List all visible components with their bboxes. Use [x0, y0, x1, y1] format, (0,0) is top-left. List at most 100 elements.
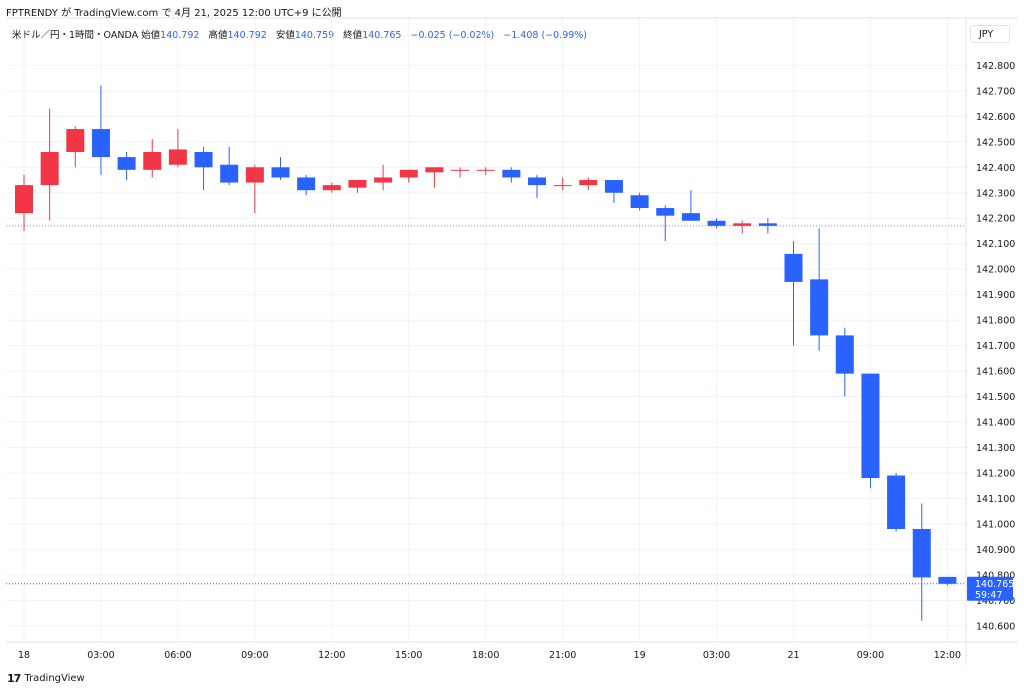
candle-body: [938, 576, 957, 584]
time-tick-label: 12:00: [318, 650, 345, 661]
last-price-box: [967, 576, 1013, 601]
price-tick-label: 141.300: [976, 443, 1015, 454]
price-tick-label: 142.100: [976, 239, 1015, 250]
price-tick-label: 141.800: [976, 316, 1015, 327]
candle-body: [91, 129, 110, 158]
time-tick-label: 15:00: [395, 650, 422, 661]
tradingview-logo-icon: 𝟭𝟳: [7, 672, 21, 685]
time-tick-label: 03:00: [87, 650, 114, 661]
candle-body: [476, 169, 495, 171]
change-value: −0.025 (−0.02%): [410, 30, 495, 41]
price-tick-label: 142.500: [976, 137, 1015, 148]
candle-body: [15, 185, 33, 214]
candle-body: [835, 335, 854, 374]
reference-lines: [6, 225, 966, 585]
candle-body: [271, 167, 290, 178]
price-tick-label: 141.500: [976, 392, 1015, 403]
time-tick-label: 18:00: [472, 650, 499, 661]
price-tick-label: 142.000: [976, 265, 1015, 276]
price-tick-label: 142.300: [976, 188, 1015, 199]
candle-body: [374, 177, 393, 183]
time-tick-label: 03:00: [703, 650, 730, 661]
price-tick-label: 141.600: [976, 367, 1015, 378]
price-tick-label: 140.900: [976, 545, 1015, 556]
ohlc-legend: 米ドル／円・1時間・OANDA 始値140.792 高値140.792 安値14…: [12, 27, 593, 41]
candle-body: [348, 180, 367, 188]
close-label: 終値: [343, 30, 363, 41]
candle-body: [66, 129, 85, 152]
high-value: 140.792: [227, 30, 267, 41]
candle-body: [528, 177, 546, 186]
time-tick-label: 09:00: [857, 650, 884, 661]
price-tick-label: 140.600: [976, 621, 1015, 632]
candle-body: [784, 253, 803, 282]
candle-body: [399, 169, 418, 178]
price-tick-label: 141.200: [976, 468, 1015, 479]
high-label: 高値: [208, 30, 228, 41]
candle-body: [861, 373, 880, 479]
symbol-label[interactable]: 米ドル／円・1時間・OANDA: [12, 30, 139, 41]
candle-body: [604, 180, 623, 193]
candles: [15, 85, 957, 621]
close-value: 140.765: [362, 30, 402, 41]
price-tick-label: 142.800: [976, 61, 1015, 72]
price-tick-label: 140.800: [976, 570, 1015, 581]
candle-body: [322, 185, 341, 191]
time-tick-label: 18: [18, 650, 30, 661]
time-tick-label: 09:00: [241, 650, 268, 661]
candle-body: [912, 529, 931, 578]
brand-footer: 𝟭𝟳 TradingView: [7, 672, 85, 685]
price-tick-label: 141.100: [976, 494, 1015, 505]
open-label: 始値: [141, 30, 161, 41]
time-axis: 18 03:00 06:00 09:00 12:00 15:00 18:00 21:00 19 0…: [6, 641, 1018, 661]
price-tick-label: 142.200: [976, 214, 1015, 225]
price-tick-label: 142.700: [976, 86, 1015, 97]
candle-body: [887, 475, 906, 530]
grid-lines: [6, 18, 966, 642]
candle-body: [707, 220, 726, 226]
candle-body: [117, 157, 136, 170]
price-tick-label: 140.700: [976, 596, 1015, 607]
price-axis: 142.800 142.700 142.600 142.500 142.400 142.3…: [6, 17, 1018, 665]
candle-body: [733, 223, 752, 226]
candle-body: [168, 149, 187, 165]
candle-body: [451, 169, 470, 171]
time-tick-label: 12:00: [934, 650, 961, 661]
candle-body: [579, 180, 598, 186]
price-tick-label: 142.400: [976, 163, 1015, 174]
candle-body: [220, 164, 239, 183]
price-tick-label: 142.600: [976, 112, 1015, 123]
time-tick-label: 06:00: [164, 650, 191, 661]
low-label: 安値: [275, 30, 295, 41]
price-tick-label: 141.900: [976, 290, 1015, 301]
low-value: 140.759: [294, 30, 335, 41]
candle-body: [681, 213, 700, 221]
candle-body: [143, 151, 162, 170]
price-tick-label: 141.000: [976, 519, 1015, 530]
candle-body: [553, 185, 572, 187]
candle-body: [194, 151, 213, 168]
candle-body: [630, 195, 649, 209]
candle-body: [40, 151, 59, 186]
time-tick-label: 19: [634, 650, 646, 661]
candle-body: [758, 223, 777, 226]
candle-body: [297, 177, 316, 191]
publish-info: FPTRENDY が TradingView.com で 4月 21, 2025…: [6, 8, 342, 19]
time-tick-label: 21: [787, 650, 799, 661]
candle-body: [502, 169, 521, 178]
candle-body: [656, 208, 675, 216]
open-value: 140.792: [160, 30, 200, 41]
candle-body: [245, 167, 264, 183]
price-tick-label: 141.700: [976, 341, 1015, 352]
currency-button[interactable]: JPY: [970, 25, 1010, 43]
change-value-2: −1.408 (−0.99%): [503, 30, 588, 41]
bar-countdown-label: 59:47: [975, 590, 1002, 601]
price-tick-label: 141.400: [976, 418, 1015, 429]
candle-body: [810, 279, 829, 336]
last-price-label: 140.765: [975, 579, 1014, 590]
time-tick-label: 21:00: [549, 650, 576, 661]
candle-body: [425, 167, 444, 173]
